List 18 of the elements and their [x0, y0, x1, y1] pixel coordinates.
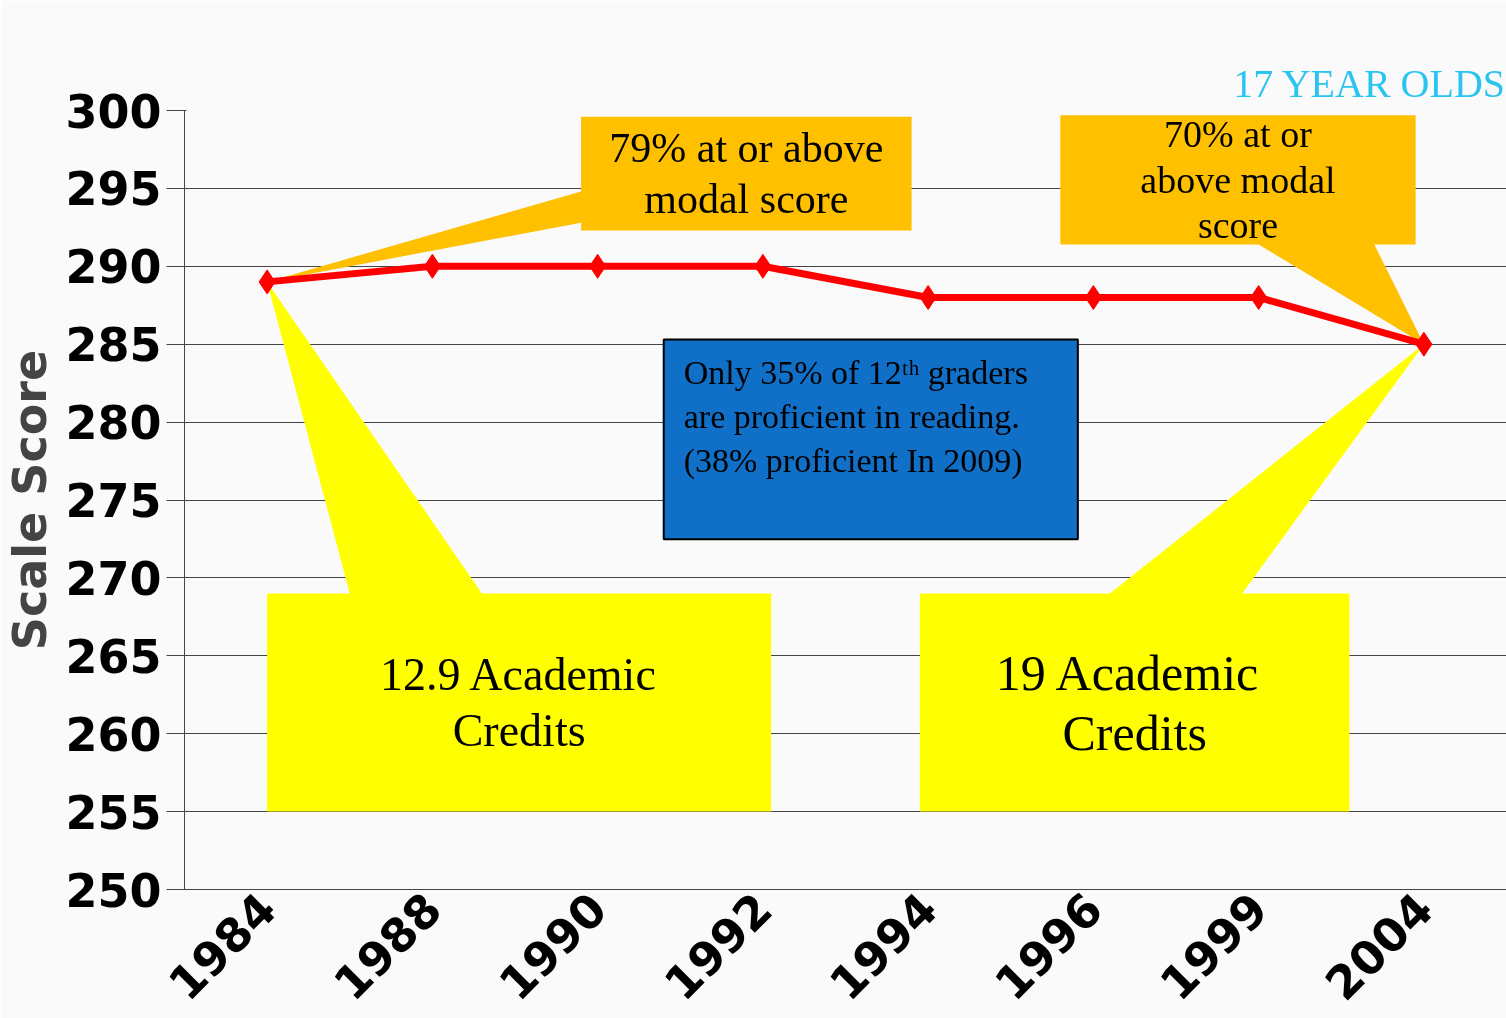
- y-tick-label: 285: [65, 318, 162, 373]
- annotation: Only 35% of 12ᵗʰ graders are proficient in reading. (38% proficient In 2009): [683, 353, 1028, 481]
- y-tick-label: 265: [65, 629, 162, 684]
- annotation: 12.9 Academic Credits: [379, 649, 656, 756]
- y-tick-label: 280: [65, 396, 162, 451]
- y-tick-label: 295: [65, 162, 162, 217]
- y-tick-label: 290: [65, 240, 162, 295]
- y-tick-label: 275: [65, 474, 162, 528]
- annotation: 19 Academic Credits: [995, 644, 1259, 761]
- annotation: 79% at or above modal score: [609, 125, 884, 222]
- annotation: 70% at or above modal score: [1140, 113, 1336, 247]
- y-tick-label: 260: [65, 707, 162, 762]
- chart-title: 17 YEAR OLDS: [1233, 60, 1506, 106]
- y-tick-label: 300: [65, 84, 162, 139]
- y-tick-label: 270: [65, 551, 162, 606]
- y-axis-title: Scale Score: [3, 349, 58, 651]
- y-tick-label: 255: [65, 785, 162, 840]
- y-tick-label: 250: [65, 863, 162, 918]
